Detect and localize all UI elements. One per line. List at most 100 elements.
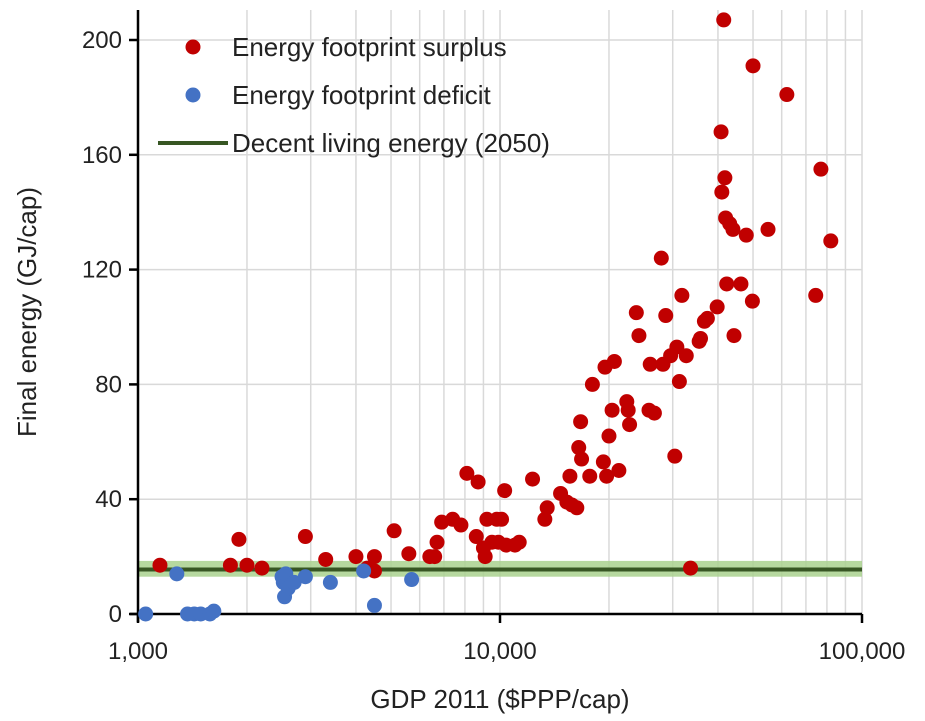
deficit-point	[356, 563, 372, 579]
surplus-point	[658, 308, 674, 324]
y-tick-label: 200	[82, 27, 122, 54]
surplus-point	[239, 557, 255, 573]
surplus-point	[386, 523, 402, 539]
grid	[138, 10, 863, 614]
legend-deficit-marker	[185, 87, 201, 103]
surplus-point	[611, 463, 627, 478]
surplus-point	[599, 468, 615, 484]
legend-surplus-label: Energy footprint surplus	[232, 32, 507, 62]
surplus-point	[760, 221, 776, 237]
surplus-point	[222, 557, 238, 573]
deficit-point	[138, 606, 154, 622]
surplus-point	[468, 529, 484, 545]
deficit-point	[404, 572, 420, 588]
surplus-point	[318, 551, 334, 567]
deficit-point	[286, 574, 302, 590]
surplus-point	[719, 276, 735, 292]
surplus-point	[717, 170, 733, 186]
surplus-point	[628, 305, 644, 321]
surplus-point	[571, 440, 587, 456]
legend: Energy footprint surplus Energy footprint…	[158, 32, 550, 158]
surplus-point	[297, 529, 313, 545]
y-tick-label: 80	[95, 371, 122, 398]
deficit-point	[322, 574, 338, 590]
surplus-point	[366, 563, 382, 579]
surplus-point	[604, 402, 620, 418]
surplus-point	[642, 356, 658, 372]
surplus-point	[744, 293, 760, 309]
surplus-point	[497, 483, 513, 499]
surplus-point	[693, 330, 709, 346]
surplus-point	[646, 405, 662, 421]
surplus-point	[254, 560, 270, 576]
surplus-point	[366, 549, 382, 565]
surplus-point	[539, 500, 555, 516]
deficit-point	[366, 597, 382, 613]
surplus-point	[562, 468, 578, 484]
y-tick-label: 0	[109, 601, 122, 628]
surplus-point	[477, 549, 493, 565]
x-tick-label: 10,000	[463, 638, 536, 665]
surplus-point	[631, 328, 647, 344]
legend-surplus: Energy footprint surplus	[185, 32, 507, 62]
surplus-point	[725, 221, 741, 237]
surplus-point	[808, 287, 824, 303]
y-tick-label: 40	[95, 486, 122, 513]
surplus-point	[709, 299, 725, 315]
surplus-point	[716, 12, 732, 28]
legend-deficit-label: Energy footprint deficit	[232, 80, 491, 110]
legend-deficit: Energy footprint deficit	[185, 80, 491, 110]
surplus-point	[584, 376, 600, 392]
surplus-point	[823, 233, 839, 249]
axes	[129, 10, 864, 623]
deficit-point	[206, 603, 222, 619]
surplus-point	[674, 287, 690, 303]
surplus-point	[401, 546, 417, 562]
deficit-point	[297, 569, 313, 585]
surplus-point	[813, 161, 829, 177]
deficit-point	[169, 566, 185, 582]
y-axis-title: Final energy (GJ/cap)	[12, 187, 42, 437]
surplus-point	[699, 310, 715, 326]
surplus-point	[459, 465, 475, 481]
surplus-point	[745, 58, 761, 74]
surplus-point	[453, 517, 469, 533]
surplus-point	[470, 474, 486, 490]
surplus-point	[678, 348, 694, 364]
surplus-point	[733, 276, 749, 292]
x-axis-title: GDP 2011 ($PPP/cap)	[370, 684, 629, 714]
surplus-point	[601, 428, 617, 444]
surplus-point	[582, 468, 598, 484]
surplus-point	[714, 184, 730, 200]
tick-labels: 0 40 80 120 160 200 1,000 10,000 100,000	[82, 27, 905, 665]
surplus-point	[511, 534, 527, 550]
surplus-point	[738, 227, 754, 243]
surplus-point	[569, 500, 585, 516]
surplus-point	[537, 511, 553, 527]
surplus-point	[429, 534, 445, 550]
surplus-point	[525, 471, 541, 487]
surplus-point	[152, 557, 168, 573]
data-points	[138, 12, 839, 622]
surplus-point	[231, 531, 247, 547]
legend-decent-living: Decent living energy (2050)	[158, 128, 550, 158]
surplus-point	[574, 451, 590, 467]
surplus-point	[667, 448, 683, 464]
surplus-point	[620, 402, 636, 418]
surplus-point	[427, 549, 443, 565]
surplus-point	[622, 417, 638, 433]
surplus-point	[573, 414, 589, 430]
surplus-point	[683, 560, 699, 576]
surplus-point	[671, 374, 687, 390]
surplus-point	[595, 454, 611, 470]
legend-decent-living-label: Decent living energy (2050)	[232, 128, 550, 158]
surplus-point	[713, 124, 729, 140]
y-tick-label: 160	[82, 142, 122, 169]
legend-surplus-marker	[185, 39, 201, 55]
x-tick-label: 1,000	[108, 638, 168, 665]
y-tick-label: 120	[82, 257, 122, 284]
surplus-point	[494, 511, 510, 527]
surplus-point	[653, 250, 669, 266]
surplus-point	[348, 549, 364, 565]
